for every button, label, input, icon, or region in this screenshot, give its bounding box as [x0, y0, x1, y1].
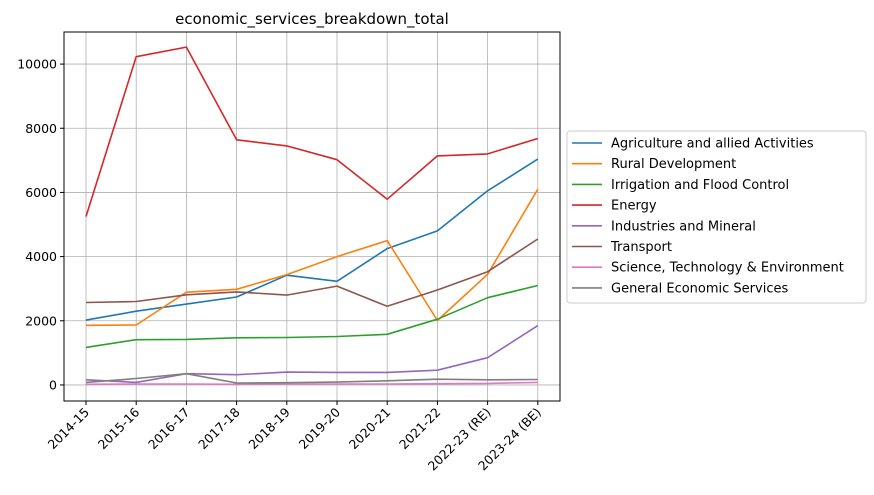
legend-label: Transport: [610, 240, 672, 255]
series-line-4: [85, 46, 539, 217]
grid: [64, 32, 560, 401]
series-line-8: [85, 372, 538, 384]
legend-label: Energy: [611, 199, 657, 214]
series-lines: [85, 46, 539, 386]
legend-label: Industries and Mineral: [611, 219, 756, 234]
legend-label: Irrigation and Flood Control: [611, 178, 789, 193]
x-tick-label: 2014-15: [45, 405, 93, 453]
x-tick-label: 2019-20: [296, 404, 344, 452]
legend-box: [566, 130, 867, 304]
series-line-3: [85, 284, 538, 349]
y-tick-label: 0: [49, 377, 57, 392]
legend-label: Rural Development: [611, 157, 736, 172]
x-tick-label: 2021-22: [396, 405, 444, 453]
legend-label: General Economic Services: [611, 281, 788, 296]
x-axis: 2014-15 2015-16 2016-17 2017-18 2018-19 2019-…: [45, 401, 544, 473]
x-tick-label: 2016-17: [145, 405, 193, 453]
y-tick-label: 8000: [25, 121, 57, 136]
x-tick-label: 2017-18: [195, 404, 243, 452]
chart-title: economic_services_breakdown_total: [175, 10, 449, 29]
legend: Agriculture and allied Activities Rural D…: [566, 130, 867, 304]
y-axis: 0 2000 4000 6000 8000 10000: [17, 57, 64, 392]
y-tick-label: 4000: [25, 249, 57, 264]
series-line-2: [85, 188, 539, 327]
y-tick-label: 10000: [17, 57, 57, 72]
legend-label: Agriculture and allied Activities: [611, 137, 814, 152]
x-tick-label: 2015-16: [95, 404, 143, 452]
series-line-6: [85, 238, 539, 308]
x-tick-label: 2020-21: [346, 405, 394, 453]
series-line-7: [85, 381, 538, 386]
legend-label: Science, Technology & Environment: [611, 261, 844, 276]
y-tick-label: 2000: [25, 313, 57, 328]
series-line-5: [85, 324, 539, 384]
plot-frame: [63, 31, 561, 402]
series-line-1: [85, 158, 539, 321]
y-tick-label: 6000: [25, 185, 57, 200]
x-tick-label: 2018-19: [245, 404, 293, 452]
